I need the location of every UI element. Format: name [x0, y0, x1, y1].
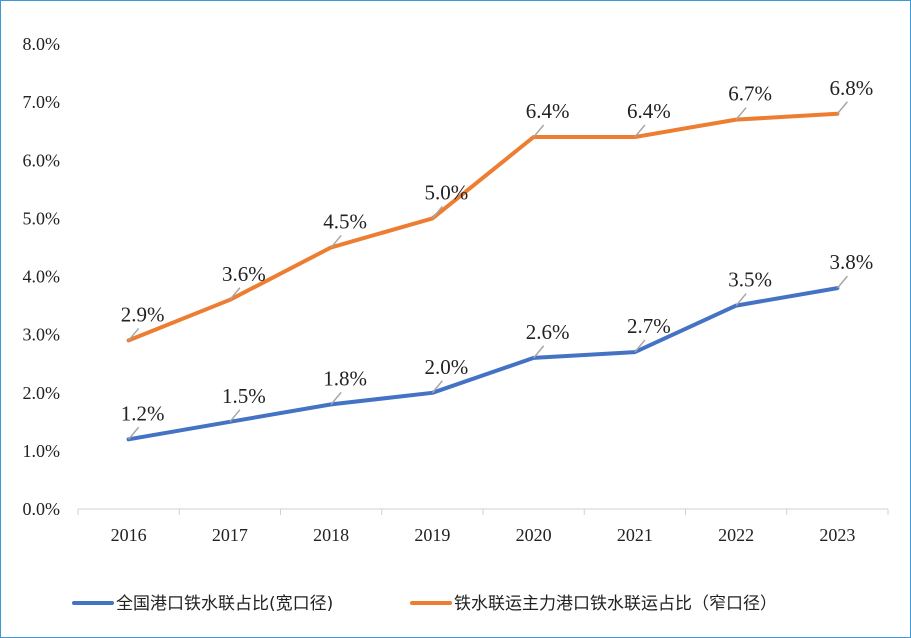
- x-tick-label: 2017: [212, 525, 248, 545]
- data-label: 3.6%: [222, 262, 266, 286]
- data-label-leader: [330, 391, 342, 405]
- legend-label-2: 铁水联运主力港口铁水联运占比（窄口径）: [454, 594, 777, 614]
- data-label: 3.5%: [728, 268, 772, 292]
- data-label-leader: [431, 380, 443, 394]
- data-label: 1.5%: [222, 384, 266, 408]
- y-axis: 0.0% 1.0% 2.0% 3.0% 4.0% 5.0% 6.0% 7.0% 8.0%: [23, 34, 61, 519]
- data-label: 5.0%: [425, 180, 469, 204]
- data-label: 6.4%: [526, 99, 570, 123]
- y-tick-label: 8.0%: [23, 34, 61, 54]
- series-layer: 1.2% 1.5% 1.8% 2.0% 2.6% 2.7% 3.5% 3.8% 2.9% 3.6%…: [121, 76, 874, 442]
- data-label: 2.6%: [526, 320, 570, 344]
- data-label: 2.7%: [627, 314, 671, 338]
- data-label-leader: [533, 345, 545, 359]
- legend: 全国港口铁水联占比(宽口径) 铁水联运主力港口铁水联运占比（窄口径）: [72, 594, 777, 614]
- data-label: 6.4%: [627, 99, 671, 123]
- y-tick-label: 3.0%: [23, 325, 61, 345]
- y-tick-label: 6.0%: [23, 150, 61, 170]
- data-label-leader: [128, 426, 140, 440]
- y-tick-label: 5.0%: [23, 208, 61, 228]
- series-line-1: [126, 286, 840, 442]
- y-tick-label: 2.0%: [23, 383, 61, 403]
- x-tick-label: 2016: [111, 525, 147, 545]
- data-label: 6.7%: [728, 82, 772, 106]
- data-label-leader: [128, 327, 140, 341]
- data-label: 2.0%: [425, 355, 469, 379]
- data-label-leader: [735, 107, 747, 121]
- x-tick-label: 2020: [516, 525, 552, 545]
- data-label: 1.8%: [323, 366, 367, 390]
- data-label: 4.5%: [323, 209, 367, 233]
- x-tick-label: 2018: [313, 525, 349, 545]
- x-tick-label: 2019: [414, 525, 450, 545]
- x-tick-label: 2022: [718, 525, 754, 545]
- x-axis: 2016 2017 2018 2019 2020 2021 2022 2023: [77, 508, 889, 545]
- data-label: 6.8%: [830, 76, 874, 100]
- data-label-leader: [634, 124, 646, 138]
- data-label-leader: [836, 101, 848, 115]
- data-label: 2.9%: [121, 302, 165, 326]
- data-label-leader: [229, 287, 241, 301]
- data-label-leader: [836, 275, 848, 289]
- data-label-leader: [229, 409, 241, 423]
- y-tick-label: 0.0%: [23, 499, 61, 519]
- data-label-leader: [634, 339, 646, 353]
- y-tick-label: 4.0%: [23, 267, 61, 287]
- data-label: 3.8%: [830, 250, 874, 274]
- x-tick-label: 2023: [819, 525, 855, 545]
- y-tick-label: 7.0%: [23, 92, 61, 112]
- data-label: 1.2%: [121, 401, 165, 425]
- y-tick-label: 1.0%: [23, 441, 61, 461]
- series-line-2: [126, 111, 840, 343]
- legend-label-1: 全国港口铁水联占比(宽口径): [116, 594, 333, 614]
- data-label-leader: [735, 293, 747, 307]
- data-label-leader: [533, 124, 545, 138]
- data-label-leader: [330, 234, 342, 248]
- x-tick-label: 2021: [617, 525, 653, 545]
- data-label-leader: [431, 205, 443, 219]
